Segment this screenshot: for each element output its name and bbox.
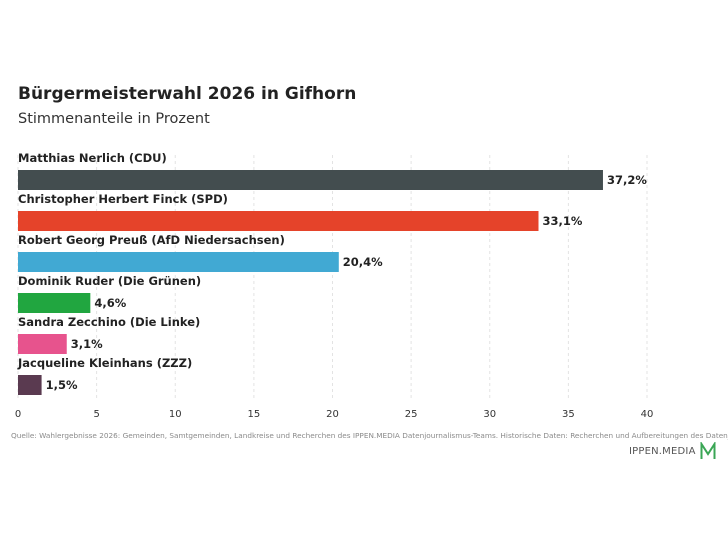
data-label: 20,4% [343,255,383,269]
data-label: 3,1% [71,337,103,351]
source-note: Quelle: Wahlergebnisse 2026: Gemeinden, … [11,431,728,440]
bar[interactable] [18,375,42,395]
category-label: Robert Georg Preuß (AfD Niedersachsen) [18,233,285,247]
logo-m-icon [700,442,716,459]
bar[interactable] [18,334,67,354]
x-axis-ticks: 0 5 10 15 20 25 30 35 40 [15,409,654,420]
tick-label: 30 [483,409,496,420]
grid-lines [17,155,648,400]
tick-label: 0 [15,409,21,420]
publisher-logo[interactable]: IPPEN.MEDIA [629,441,716,461]
category-label: Christopher Herbert Finck (SPD) [18,192,228,206]
data-label: 4,6% [94,296,126,310]
chart-title: Bürgermeisterwahl 2026 in Gifhorn [18,84,357,104]
bar-chart: Matthias Nerlich (CDU) 37,2% Christopher H… [15,151,654,420]
data-label: 1,5% [46,378,78,392]
tick-label: 40 [641,409,654,420]
logo-text: IPPEN.MEDIA [629,445,696,457]
tick-label: 10 [169,409,182,420]
data-label: 37,2% [607,173,647,187]
tick-label: 20 [326,409,339,420]
tick-label: 5 [93,409,99,420]
bars: Matthias Nerlich (CDU) 37,2% Christopher H… [17,151,647,395]
category-label: Matthias Nerlich (CDU) [18,151,167,165]
data-label: 33,1% [542,214,582,228]
category-label: Sandra Zecchino (Die Linke) [18,315,200,329]
bar[interactable] [18,211,539,231]
chart-subtitle: Stimmenanteile in Prozent [18,111,210,127]
bar[interactable] [18,252,339,272]
category-label: Dominik Ruder (Die Grünen) [18,274,201,288]
bar[interactable] [18,293,91,313]
tick-label: 35 [562,409,575,420]
tick-label: 25 [405,409,418,420]
tick-label: 15 [248,409,261,420]
category-label: Jacqueline Kleinhans (ZZZ) [17,356,192,370]
bar[interactable] [18,170,603,190]
